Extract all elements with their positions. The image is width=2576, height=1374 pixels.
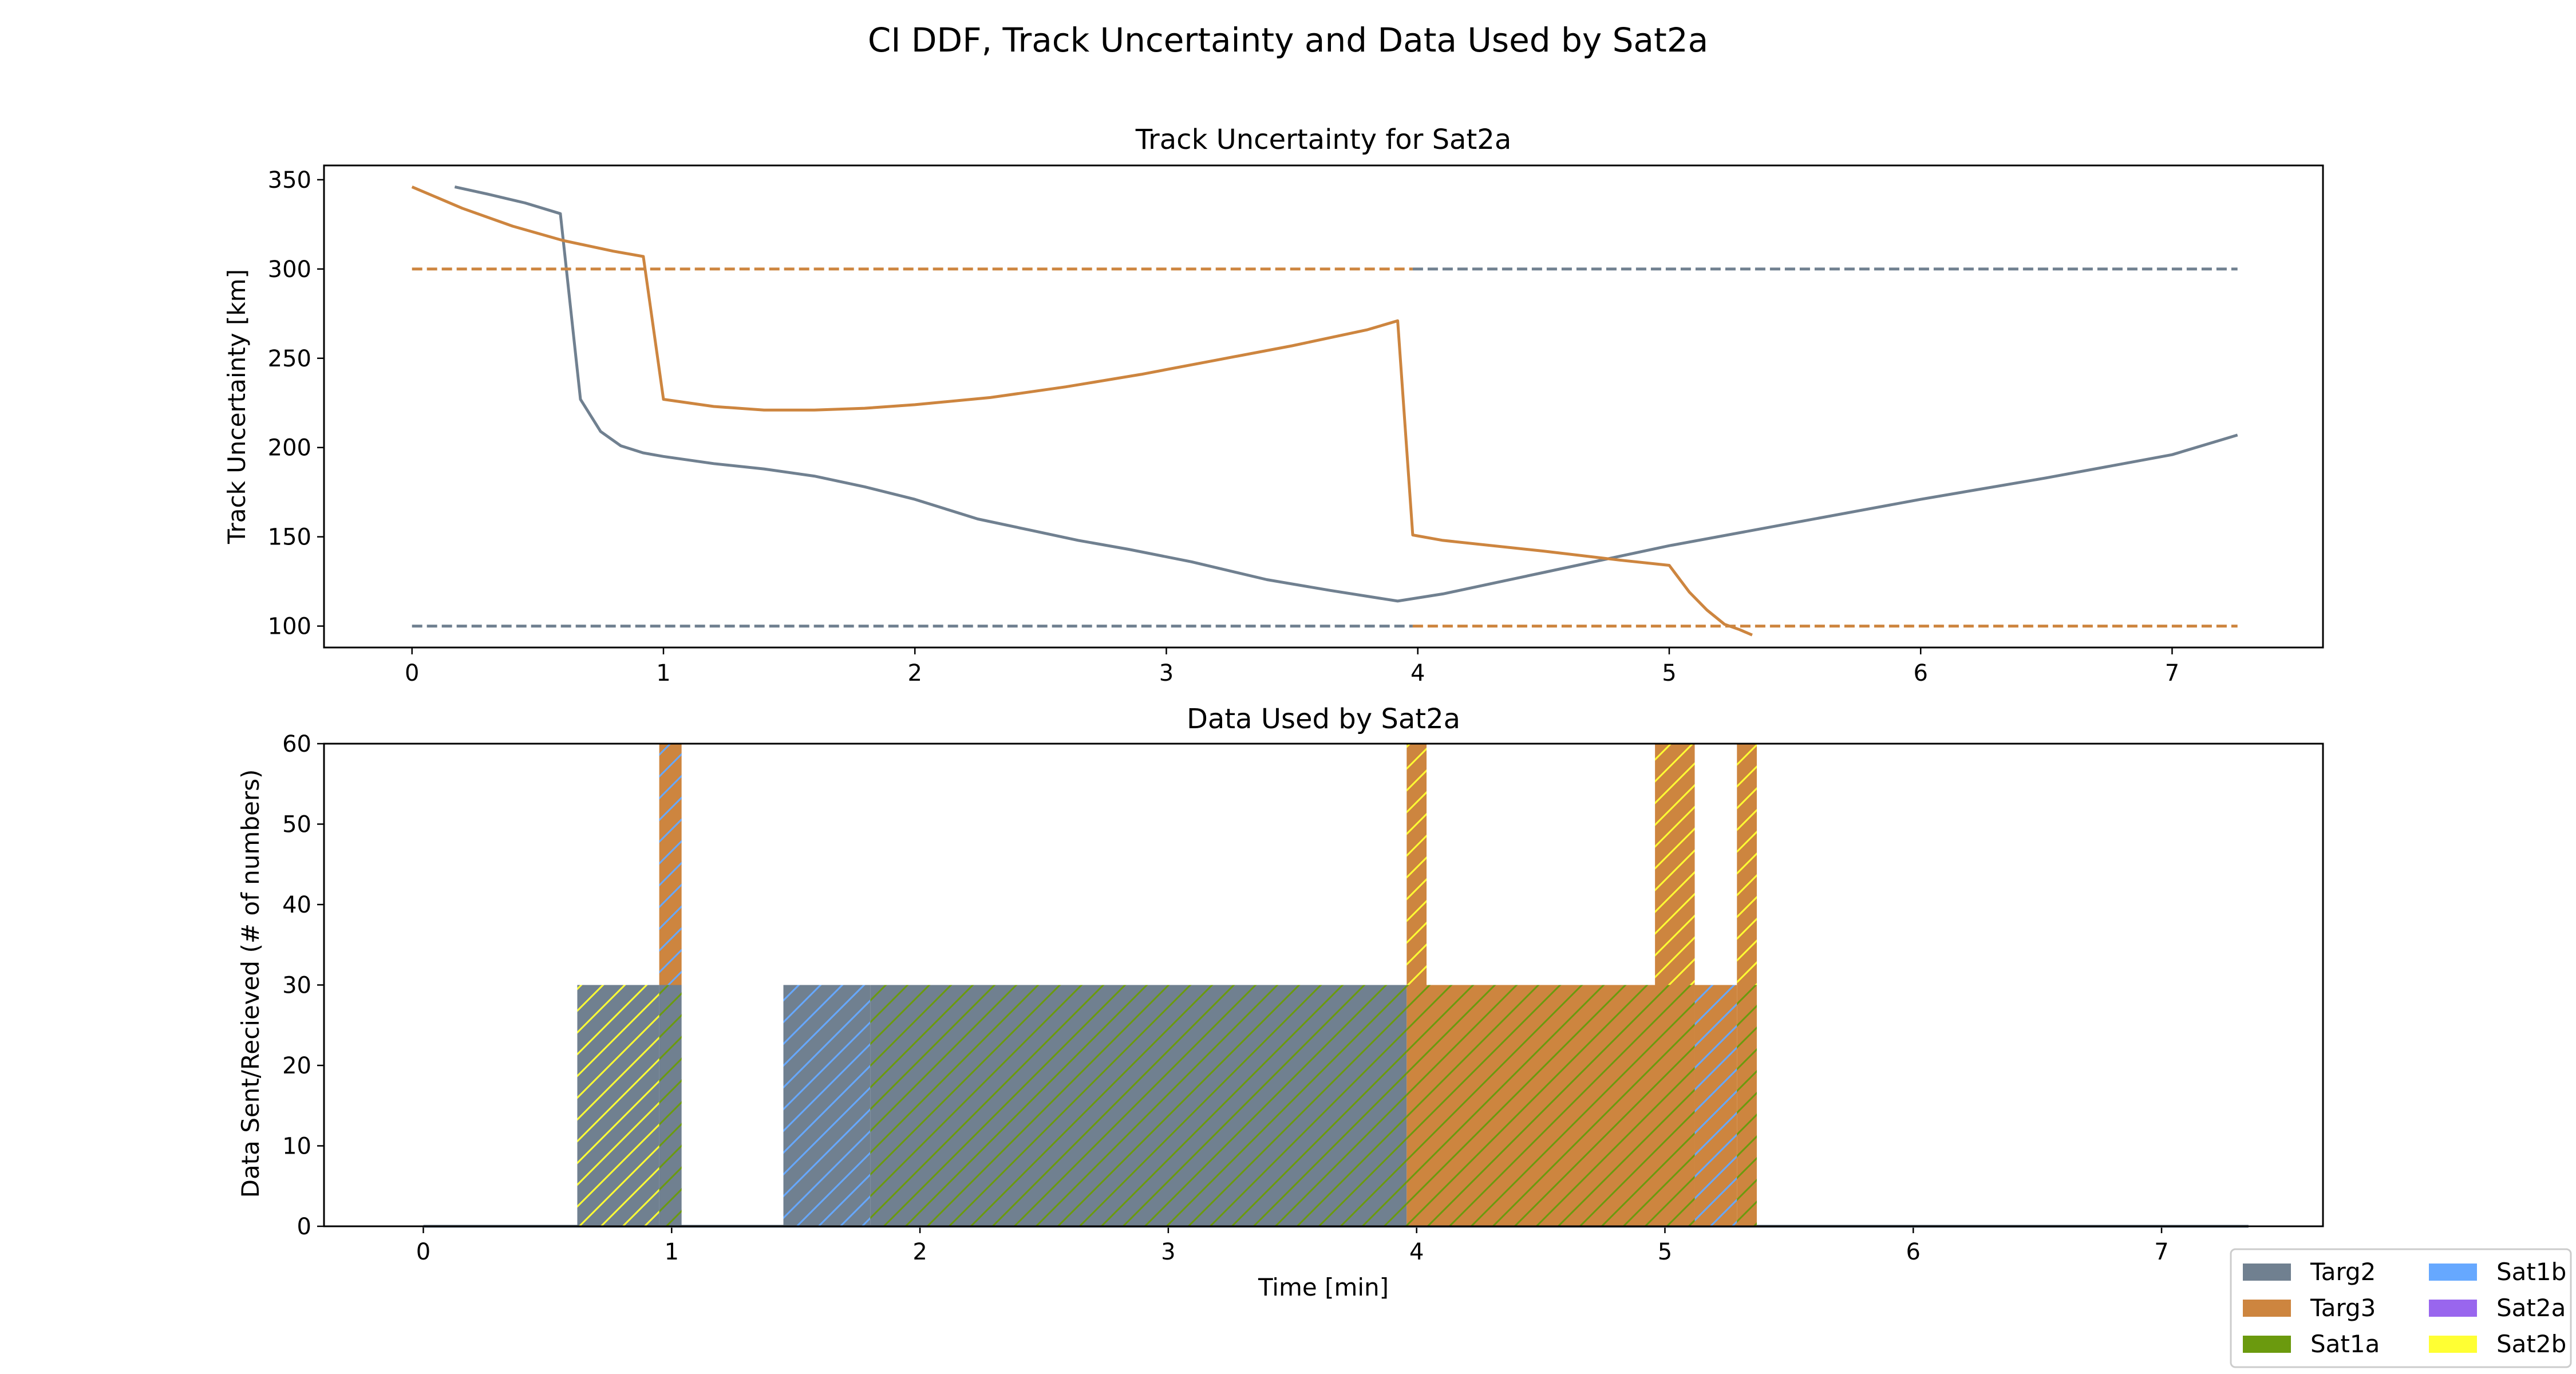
track-uncertainty-chart: Track Uncertainty for Sat2a Track Uncert… bbox=[223, 124, 2324, 686]
data-used-plot-area: 0 1 2 3 4 5 6 7 0 10 20 30 40 50 60 bbox=[282, 731, 2249, 1265]
data-bar-hatch-sat2b bbox=[1737, 744, 1757, 985]
data-bar-hatch-sat2b bbox=[1655, 744, 1695, 985]
track-uncertainty-ylabel: Track Uncertainty [km] bbox=[223, 269, 251, 544]
uncertainty-xtick-label: 2 bbox=[907, 660, 922, 686]
uncertainty-ytick-label: 100 bbox=[268, 614, 311, 640]
uncertainty-line-targ3 bbox=[411, 185, 1753, 637]
legend-label-sat2a: Sat2a bbox=[2496, 1294, 2566, 1322]
data-used-xtick-label: 3 bbox=[1161, 1239, 1175, 1265]
legend-swatch-sat2a bbox=[2429, 1300, 2477, 1317]
data-used-ytick-label: 30 bbox=[282, 973, 311, 999]
uncertainty-xtick-label: 6 bbox=[1913, 660, 1927, 686]
data-used-ytick-label: 20 bbox=[282, 1053, 311, 1079]
legend-label-sat1a: Sat1a bbox=[2310, 1330, 2380, 1358]
data-used-ytick-label: 60 bbox=[282, 731, 311, 757]
legend: Targ2 Targ3 Sat1a Sat1b Sat2a Sat2b bbox=[2230, 1248, 2572, 1368]
data-used-xtick-label: 6 bbox=[1906, 1239, 1921, 1265]
data-used-xtick-label: 2 bbox=[912, 1239, 927, 1265]
data-used-ytick-label: 40 bbox=[282, 892, 311, 918]
legend-swatch-targ3 bbox=[2243, 1300, 2291, 1317]
data-used-xlabel: Time [min] bbox=[1258, 1273, 1389, 1301]
uncertainty-line-targ2 bbox=[454, 185, 2238, 603]
uncertainty-ytick-label: 200 bbox=[268, 435, 311, 461]
data-bar-hatch-sat1b bbox=[783, 985, 871, 1226]
data-used-xtick-label: 1 bbox=[665, 1239, 679, 1265]
data-used-xtick-label: 7 bbox=[2154, 1239, 2168, 1265]
uncertainty-xtick-label: 4 bbox=[1411, 660, 1425, 686]
data-used-frame bbox=[323, 743, 2324, 1227]
data-used-xtick-label: 0 bbox=[416, 1239, 430, 1265]
uncertainty-ytick-label: 150 bbox=[268, 524, 311, 551]
data-bar-hatch-sat1a bbox=[1406, 985, 1695, 1226]
track-uncertainty-plot-area: 0 1 2 3 4 5 6 7 100 150 200 250 300 350 bbox=[268, 167, 2238, 686]
data-bar-hatch-sat1b bbox=[1694, 985, 1737, 1226]
legend-frame bbox=[2230, 1248, 2572, 1368]
legend-swatch-sat1b bbox=[2429, 1264, 2477, 1281]
data-used-title: Data Used by Sat2a bbox=[1187, 703, 1460, 735]
uncertainty-xtick-label: 1 bbox=[656, 660, 670, 686]
uncertainty-ytick-label: 300 bbox=[268, 256, 311, 283]
uncertainty-ytick-label: 250 bbox=[268, 346, 311, 372]
track-uncertainty-frame bbox=[323, 164, 2324, 649]
data-used-ylabel: Data Sent/Recieved (# of numbers) bbox=[236, 769, 264, 1198]
data-used-xtick-label: 4 bbox=[1409, 1239, 1424, 1265]
legend-swatch-targ2 bbox=[2243, 1264, 2291, 1281]
data-bar-hatch-sat1a bbox=[870, 985, 1407, 1226]
legend-label-sat2b: Sat2b bbox=[2496, 1330, 2566, 1358]
uncertainty-xtick-label: 7 bbox=[2165, 660, 2179, 686]
data-bar-hatch-sat1a bbox=[1737, 985, 1757, 1226]
uncertainty-xtick-label: 3 bbox=[1159, 660, 1174, 686]
data-bar-hatch-sat1a bbox=[659, 985, 682, 1226]
figure-title: CI DDF, Track Uncertainty and Data Used … bbox=[868, 21, 1708, 60]
uncertainty-ytick-label: 350 bbox=[268, 167, 311, 194]
legend-swatch-sat1a bbox=[2243, 1336, 2291, 1353]
uncertainty-xtick-label: 0 bbox=[405, 660, 419, 686]
data-used-ytick-label: 10 bbox=[282, 1134, 311, 1160]
data-used-ytick-label: 50 bbox=[282, 812, 311, 838]
data-used-ytick-label: 0 bbox=[297, 1214, 311, 1240]
legend-label-targ3: Targ3 bbox=[2310, 1294, 2376, 1322]
data-bar-hatch-sat2b bbox=[1406, 744, 1427, 985]
track-uncertainty-title: Track Uncertainty for Sat2a bbox=[1135, 124, 1511, 156]
legend-label-sat1b: Sat1b bbox=[2496, 1258, 2566, 1286]
legend-swatch-sat2b bbox=[2429, 1336, 2477, 1353]
data-used-chart: Data Used by Sat2a Data Sent/Recieved (#… bbox=[236, 703, 2324, 1301]
uncertainty-xtick-label: 5 bbox=[1662, 660, 1676, 686]
data-bar-hatch-sat2b bbox=[577, 985, 659, 1226]
legend-label-targ2: Targ2 bbox=[2310, 1258, 2376, 1286]
data-bar-hatch-sat1b bbox=[659, 744, 682, 985]
data-used-xtick-label: 5 bbox=[1658, 1239, 1672, 1265]
